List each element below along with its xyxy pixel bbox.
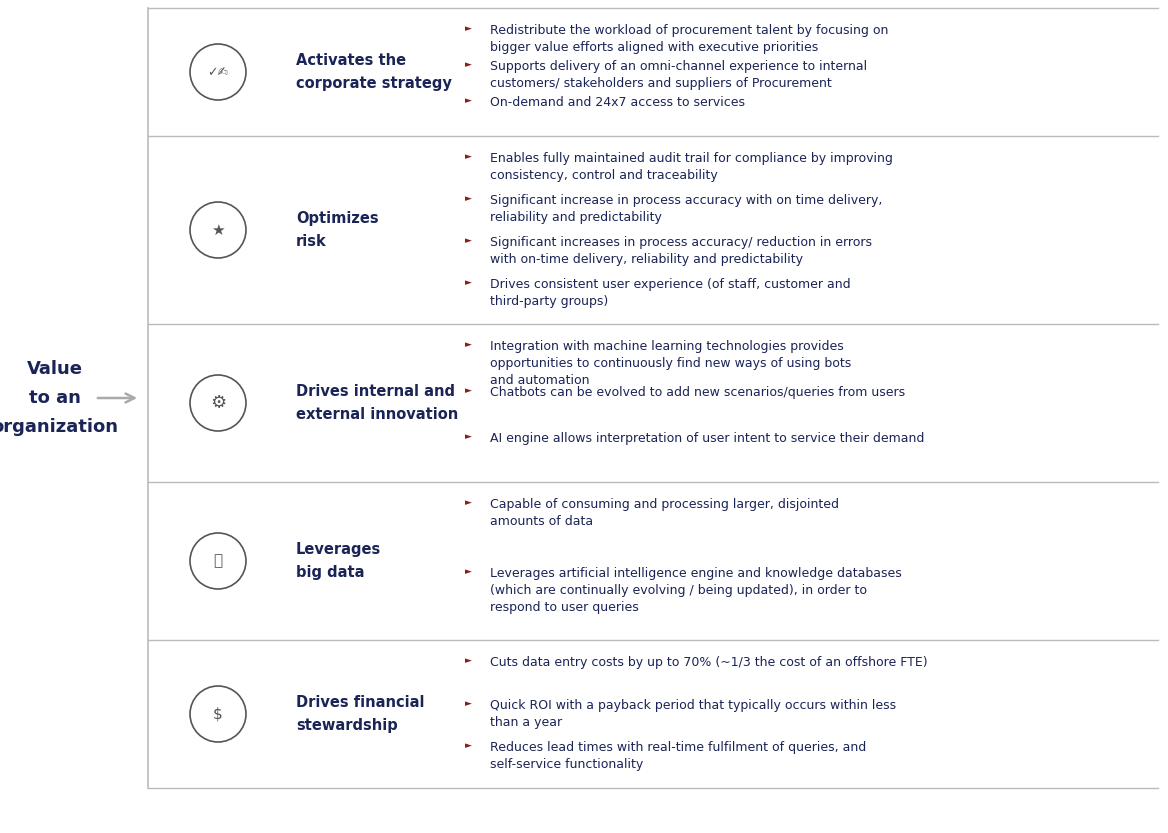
Text: ►: ►: [465, 432, 472, 441]
Text: Leverages
big data: Leverages big data: [296, 542, 381, 580]
Text: ►: ►: [465, 340, 472, 349]
Text: Cuts data entry costs by up to 70% (~1/3 the cost of an offshore FTE): Cuts data entry costs by up to 70% (~1/3…: [491, 656, 927, 669]
Text: ✓✍: ✓✍: [208, 66, 229, 78]
Text: ►: ►: [465, 567, 472, 576]
Text: On-demand and 24x7 access to services: On-demand and 24x7 access to services: [491, 96, 745, 109]
Text: Supports delivery of an omni-channel experience to internal
customers/ stakehold: Supports delivery of an omni-channel exp…: [491, 60, 867, 90]
Text: ★: ★: [211, 222, 224, 237]
Text: ►: ►: [465, 194, 472, 203]
Text: ►: ►: [465, 656, 472, 665]
Text: ►: ►: [465, 236, 472, 245]
Text: AI engine allows interpretation of user intent to service their demand: AI engine allows interpretation of user …: [491, 432, 924, 445]
Text: Chatbots can be evolved to add new scenarios/queries from users: Chatbots can be evolved to add new scena…: [491, 386, 905, 399]
Text: ►: ►: [465, 96, 472, 105]
Text: ►: ►: [465, 152, 472, 161]
Text: ►: ►: [465, 741, 472, 751]
Text: Reduces lead times with real-time fulfilment of queries, and
self-service functi: Reduces lead times with real-time fulfil…: [491, 741, 867, 771]
Text: ►: ►: [465, 24, 472, 33]
Text: Value
to an
organization: Value to an organization: [0, 360, 118, 436]
Text: ⦿: ⦿: [214, 553, 223, 568]
Text: Drives financial
stewardship: Drives financial stewardship: [296, 696, 424, 732]
Text: ►: ►: [465, 278, 472, 287]
Text: ⚙: ⚙: [210, 394, 227, 412]
Text: ►: ►: [465, 60, 472, 69]
Text: Optimizes
risk: Optimizes risk: [296, 212, 378, 248]
Text: ►: ►: [465, 498, 472, 507]
Text: Redistribute the workload of procurement talent by focusing on
bigger value effo: Redistribute the workload of procurement…: [491, 24, 889, 54]
Text: Drives internal and
external innovation: Drives internal and external innovation: [296, 384, 458, 421]
Text: Significant increase in process accuracy with on time delivery,
reliability and : Significant increase in process accuracy…: [491, 194, 882, 224]
Text: Capable of consuming and processing larger, disjointed
amounts of data: Capable of consuming and processing larg…: [491, 498, 839, 528]
Text: ►: ►: [465, 386, 472, 395]
Text: ►: ►: [465, 699, 472, 708]
Text: Enables fully maintained audit trail for compliance by improving
consistency, co: Enables fully maintained audit trail for…: [491, 152, 892, 182]
Text: Integration with machine learning technologies provides
opportunities to continu: Integration with machine learning techno…: [491, 340, 851, 387]
Text: Significant increases in process accuracy/ reduction in errors
with on-time deli: Significant increases in process accurac…: [491, 236, 872, 266]
Text: $: $: [213, 706, 223, 721]
Text: Activates the
corporate strategy: Activates the corporate strategy: [296, 53, 452, 91]
Text: Quick ROI with a payback period that typically occurs within less
than a year: Quick ROI with a payback period that typ…: [491, 699, 896, 729]
Text: Drives consistent user experience (of staff, customer and
third-party groups): Drives consistent user experience (of st…: [491, 278, 850, 308]
Text: Leverages artificial intelligence engine and knowledge databases
(which are cont: Leverages artificial intelligence engine…: [491, 567, 902, 614]
